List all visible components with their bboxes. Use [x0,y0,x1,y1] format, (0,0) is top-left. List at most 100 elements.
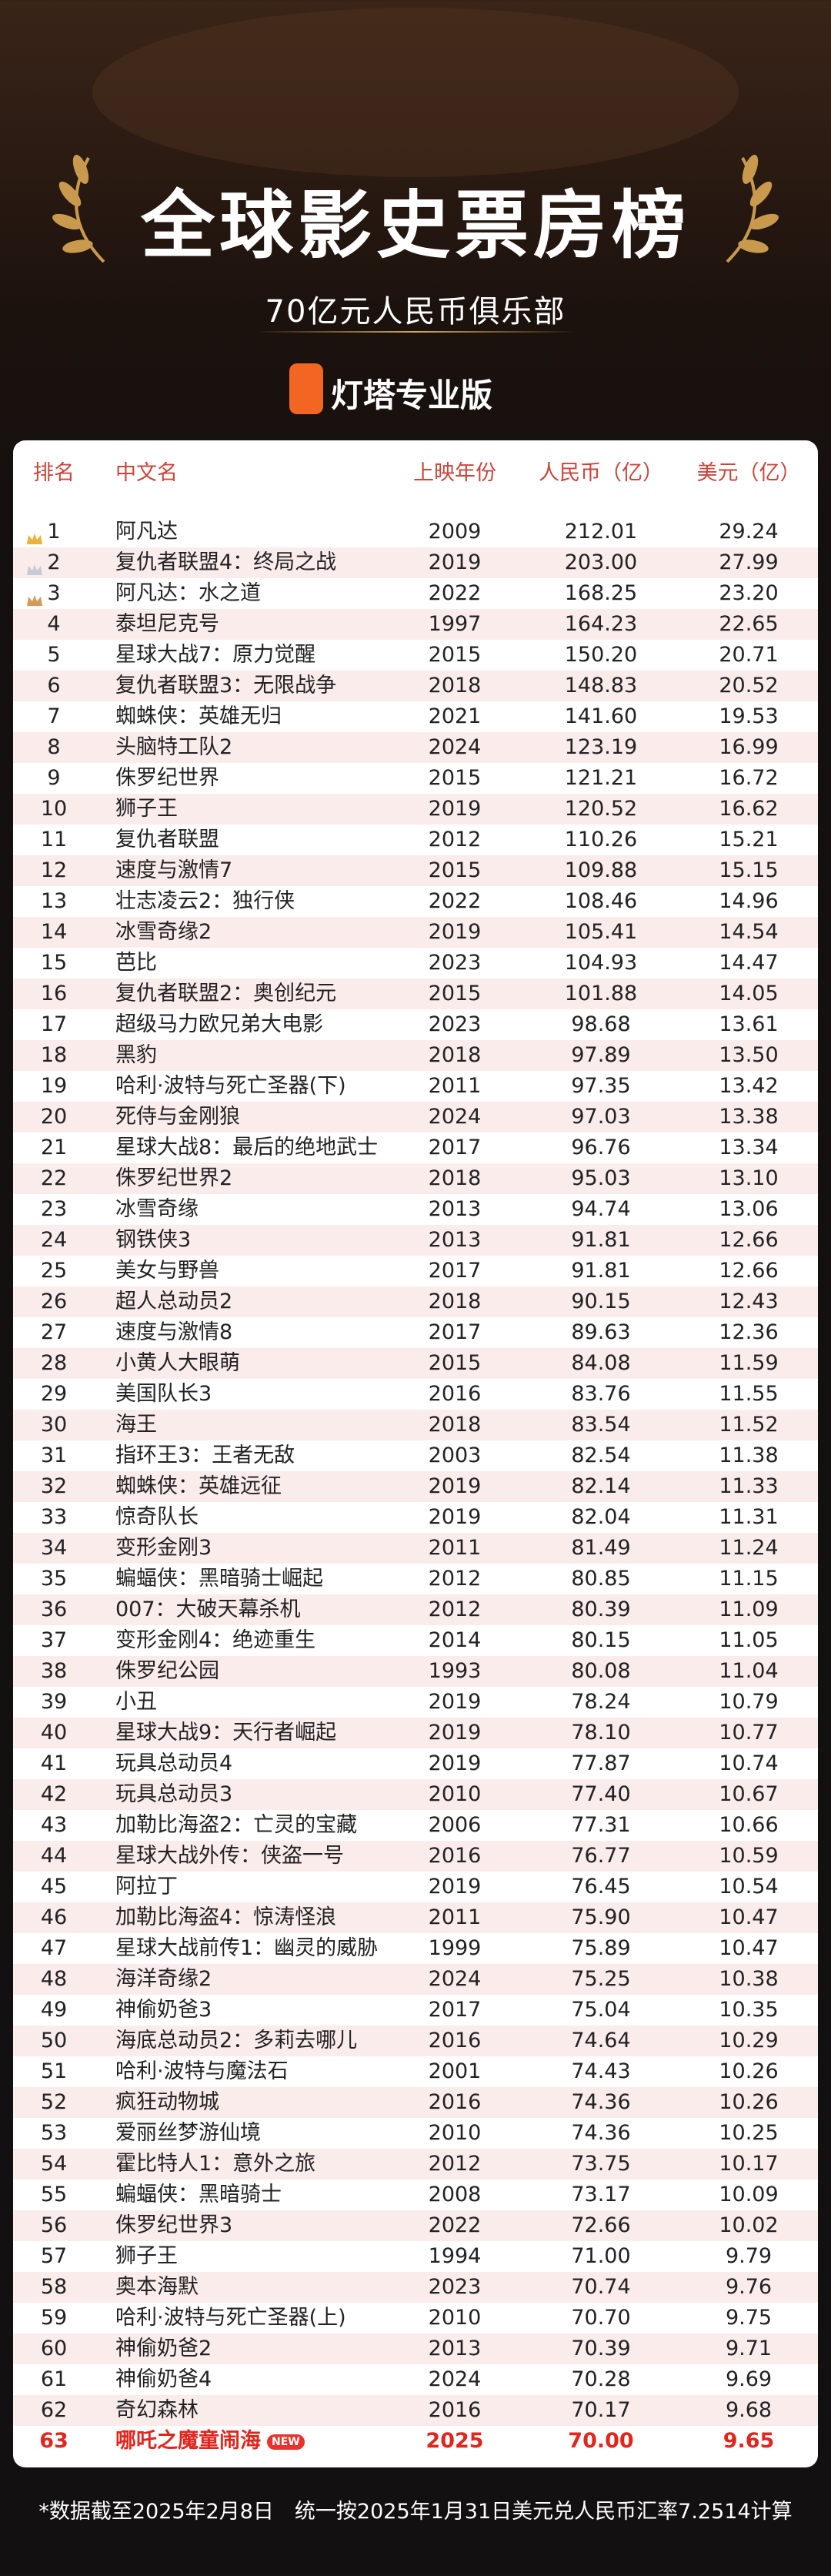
movie-name: 蝙蝠侠：黑暗骑士 [115,2183,282,2206]
cell: 13.42 [719,1074,779,1098]
movie-name: 冰雪奇缘 [115,1197,199,1221]
movie-name: 变形金刚4：绝迹重生 [115,1628,316,1652]
cell: 2025 [426,2429,484,2453]
cell: 84.08 [571,1351,631,1375]
row-background [13,1841,818,1872]
movie-name: 玩具总动员4 [115,1751,233,1775]
cell: 2024 [428,1967,482,1991]
cell: 76.77 [571,1844,631,1868]
movie-name: 超人总动员2 [115,1290,233,1313]
row-background [13,1102,818,1132]
cell: 72.66 [571,2213,631,2237]
cell: 2003 [428,1444,482,1467]
cell: 2023 [428,2275,482,2299]
cell: 2017 [428,1998,482,2022]
cell: 11.31 [719,1505,779,1529]
cell: 11.04 [719,1659,779,1683]
cell: 83.54 [571,1413,631,1437]
cell: 2015 [428,858,482,882]
cell: 12.36 [719,1320,779,1344]
movie-name: 复仇者联盟3：无限战争 [115,674,337,698]
movie-name: 玩具总动员3 [115,1782,233,1806]
movie-name: 壮志凌云2：独行侠 [115,889,295,913]
movie-name: 黑豹 [115,1043,157,1067]
cell: 2012 [428,1597,482,1621]
cell: 76.45 [571,1875,631,1899]
cell: 9.76 [725,2275,773,2299]
cell: 11.15 [719,1567,779,1591]
cell: 90.15 [571,1290,631,1313]
divider [254,331,577,333]
cell: 2010 [428,2121,482,2145]
movie-name: 海底总动员2：多莉去哪儿 [115,2029,358,2052]
movie-name: 芭比 [115,951,157,975]
cell: 22 [40,1166,68,1190]
cell: 15.21 [719,828,779,851]
cell: 13.50 [719,1043,779,1067]
cell: 2012 [428,1567,482,1591]
cell: 1994 [428,2244,482,2268]
cell: 73.17 [571,2183,631,2206]
row-background [13,1410,818,1440]
row-background [13,917,818,948]
cell: 2010 [428,2306,482,2330]
row-background [13,732,818,763]
cell: 25 [40,1259,68,1283]
cell: 1997 [428,612,482,636]
cell: 2018 [428,1413,482,1437]
cell: 2012 [428,2152,482,2176]
cell: 104.93 [564,951,638,975]
cell: 38 [40,1659,68,1683]
movie-name: 星球大战前传1：幽灵的威胁 [115,1936,379,1960]
movie-name: 哈利·波特与死亡圣器(上) [115,2306,346,2330]
crown-icon [26,555,43,575]
row-background [13,1348,818,1379]
cell: 14 [40,920,68,944]
cell: 74.43 [571,2059,631,2083]
cell: 2022 [428,889,482,913]
cell: 2019 [428,1875,482,1899]
cell: 70.28 [571,2367,631,2391]
cell: 101.88 [564,982,638,1005]
cell: 2013 [428,1197,482,1221]
cell: 150.20 [564,643,638,667]
cell: 33 [40,1505,68,1529]
row-background [13,2210,818,2241]
cell: 28 [40,1351,68,1375]
row-background [13,2272,818,2303]
cell: 9.71 [725,2337,773,2360]
cell: 54 [40,2152,68,2176]
cell: 42 [40,1782,68,1806]
cell: 61 [40,2367,68,2391]
row-background [13,1471,818,1502]
movie-name: 复仇者联盟4：终局之战 [115,550,337,574]
column-header: 中文名 [115,461,178,485]
cell: 50 [40,2029,68,2052]
row-background [13,1718,818,1748]
cell: 10.38 [719,1967,779,1991]
cell: 35 [40,1567,68,1591]
crown-icon [26,524,43,544]
cell: 48 [40,1967,68,1991]
cell: 9.75 [725,2306,773,2330]
cell: 10.79 [719,1690,779,1714]
cell: 91.81 [571,1259,631,1283]
cell: 77.87 [571,1751,631,1775]
cell: 10.29 [719,2029,779,2052]
cell: 21 [40,1136,68,1159]
cell: 13.10 [719,1166,779,1190]
movie-name: 复仇者联盟 [115,828,219,851]
cell: 12.66 [719,1228,779,1252]
table-card [13,440,818,2467]
cell: 110.26 [564,828,638,851]
cell: 2019 [428,1721,482,1745]
movie-name: 狮子王 [115,797,178,821]
cell: 2017 [428,1320,482,1344]
cell: 46 [40,1905,68,1929]
cell: 43 [40,1813,68,1837]
cell: 2011 [428,1905,482,1929]
cell: 2016 [428,2029,482,2052]
movie-name: 007：大破天幕杀机 [115,1597,301,1621]
cell: 10.17 [719,2152,779,2176]
row-background [13,1964,818,1995]
